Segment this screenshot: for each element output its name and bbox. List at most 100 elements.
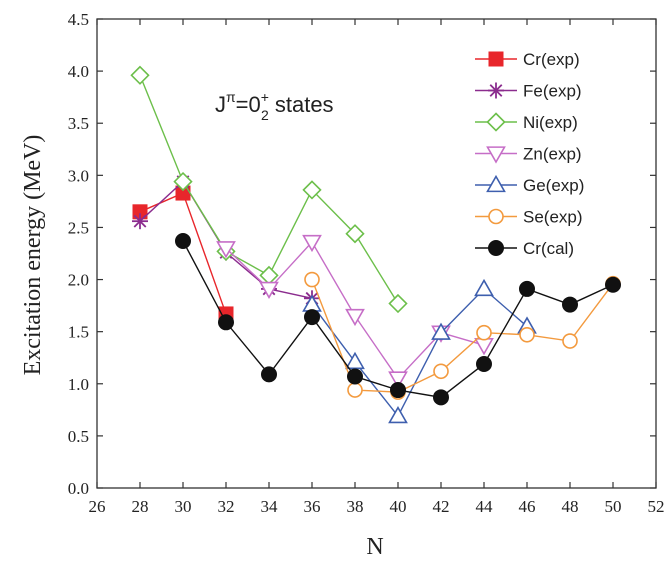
data-point-cr-cal — [562, 296, 578, 313]
x-tick-label: 44 — [476, 497, 494, 516]
legend-marker-ni-exp — [486, 112, 506, 132]
data-point-se-exp-shape — [519, 326, 535, 343]
data-point-ni-exp — [173, 171, 193, 192]
legend-marker-se-exp-shape — [488, 208, 504, 225]
data-point-zn-exp — [216, 241, 236, 259]
x-tick-label: 46 — [519, 497, 536, 516]
data-point-ge-exp-shape — [388, 405, 408, 424]
data-point-se-exp-shape — [433, 363, 449, 380]
y-tick-label: 0.0 — [68, 479, 89, 498]
series-cr-exp — [132, 185, 234, 322]
series-cr-cal — [175, 232, 621, 406]
series-line-cr-exp — [139, 192, 227, 315]
legend-label-ge-exp: Ge(exp) — [523, 176, 584, 195]
annot-eq: =0 — [236, 92, 261, 117]
legend-marker-se-exp — [488, 208, 504, 225]
legend-marker-ge-exp — [486, 174, 506, 193]
y-tick-label: 4.0 — [68, 62, 89, 81]
x-tick-label: 28 — [132, 497, 149, 516]
data-point-ge-exp-shape — [474, 278, 494, 297]
data-point-zn-exp-shape — [216, 241, 236, 259]
legend-marker-cr-exp-shape — [488, 51, 504, 67]
data-point-se-exp-shape — [562, 333, 578, 349]
data-point-cr-cal — [218, 314, 234, 331]
data-point-cr-cal-shape — [605, 276, 621, 293]
x-tick-label: 50 — [605, 497, 622, 516]
data-point-zn-exp-shape — [302, 234, 322, 253]
y-tick-label: 1.5 — [68, 323, 89, 342]
data-point-ni-exp — [388, 293, 408, 314]
data-point-cr-cal-shape — [562, 296, 578, 313]
series-ni-exp — [130, 65, 408, 314]
legend-marker-ni-exp-shape — [486, 112, 506, 132]
y-tick-label: 2.0 — [68, 271, 89, 290]
y-tick-label: 2.5 — [68, 218, 89, 237]
data-point-ge-exp — [388, 405, 408, 424]
legend-item-zn-exp: Zn(exp) — [475, 145, 582, 164]
data-point-zn-exp-shape — [388, 371, 408, 389]
legend-item-fe-exp: Fe(exp) — [475, 82, 582, 101]
legend-item-se-exp: Se(exp) — [475, 208, 583, 227]
data-point-se-exp — [304, 271, 320, 288]
legend-marker-cr-exp — [488, 51, 504, 67]
annot-tail: states — [269, 92, 334, 117]
data-point-cr-cal — [605, 276, 621, 293]
legend-label-ni-exp: Ni(exp) — [523, 113, 578, 132]
data-point-zn-exp — [302, 234, 322, 253]
data-point-ge-exp-shape — [431, 322, 451, 340]
legend-label-zn-exp: Zn(exp) — [523, 145, 582, 164]
data-point-cr-cal-shape — [347, 368, 363, 385]
legend-label-cr-exp: Cr(exp) — [523, 50, 580, 69]
data-point-ge-exp — [474, 278, 494, 297]
plot-frame — [96, 18, 657, 489]
y-tick-label: 3.0 — [68, 166, 89, 185]
data-point-zn-exp — [259, 281, 279, 300]
data-point-ni-exp-shape — [388, 293, 408, 314]
x-tick-label: 42 — [433, 497, 450, 516]
series-fe-exp — [132, 173, 320, 307]
legend-marker-cr-cal-shape — [488, 240, 504, 256]
legend-marker-fe-exp-stroke — [489, 84, 503, 97]
states-annotation: Jπ=0+ 2 states — [215, 89, 334, 123]
x-tick-label: 32 — [218, 497, 235, 516]
data-point-cr-cal-shape — [175, 232, 191, 249]
data-point-ni-exp — [130, 65, 150, 85]
series-line-ge-exp — [311, 287, 528, 418]
data-point-se-exp — [519, 326, 535, 343]
x-tick-label: 40 — [390, 497, 407, 516]
data-point-ni-exp-shape — [345, 224, 365, 244]
legend-marker-zn-exp — [486, 146, 506, 164]
data-point-ni-exp — [302, 180, 322, 200]
data-point-zn-exp — [474, 338, 494, 356]
data-point-cr-cal-shape — [433, 389, 449, 406]
data-point-cr-cal-shape — [390, 382, 406, 399]
legend-item-ge-exp: Ge(exp) — [475, 174, 584, 195]
data-point-se-exp — [433, 363, 449, 380]
data-point-cr-cal — [304, 309, 320, 326]
x-tick-label: 38 — [347, 497, 364, 516]
legend-marker-cr-cal — [488, 240, 504, 256]
annot-sub: 2 — [261, 107, 269, 123]
data-point-zn-exp-shape — [474, 338, 494, 356]
data-point-cr-cal — [347, 368, 363, 385]
data-point-se-exp-shape — [476, 324, 492, 341]
data-point-zn-exp — [388, 371, 408, 389]
data-point-zn-exp — [345, 308, 365, 327]
data-point-ni-exp-shape — [259, 265, 279, 286]
data-point-cr-cal — [390, 382, 406, 399]
data-point-cr-cal-shape — [476, 355, 492, 372]
data-point-ge-exp — [431, 322, 451, 340]
data-point-se-exp-shape — [347, 382, 363, 398]
data-point-se-exp — [347, 382, 363, 398]
x-tick-label: 36 — [304, 497, 321, 516]
data-point-cr-cal-shape — [519, 280, 535, 297]
data-point-cr-cal — [261, 366, 277, 383]
x-tick-label: 52 — [648, 497, 665, 516]
data-point-cr-cal — [519, 280, 535, 297]
data-point-ni-exp-shape — [302, 180, 322, 200]
data-point-zn-exp-shape — [345, 308, 365, 327]
legend-marker-fe-exp — [488, 82, 504, 99]
x-tick-label: 30 — [175, 497, 192, 516]
y-tick-label: 3.5 — [68, 114, 89, 133]
